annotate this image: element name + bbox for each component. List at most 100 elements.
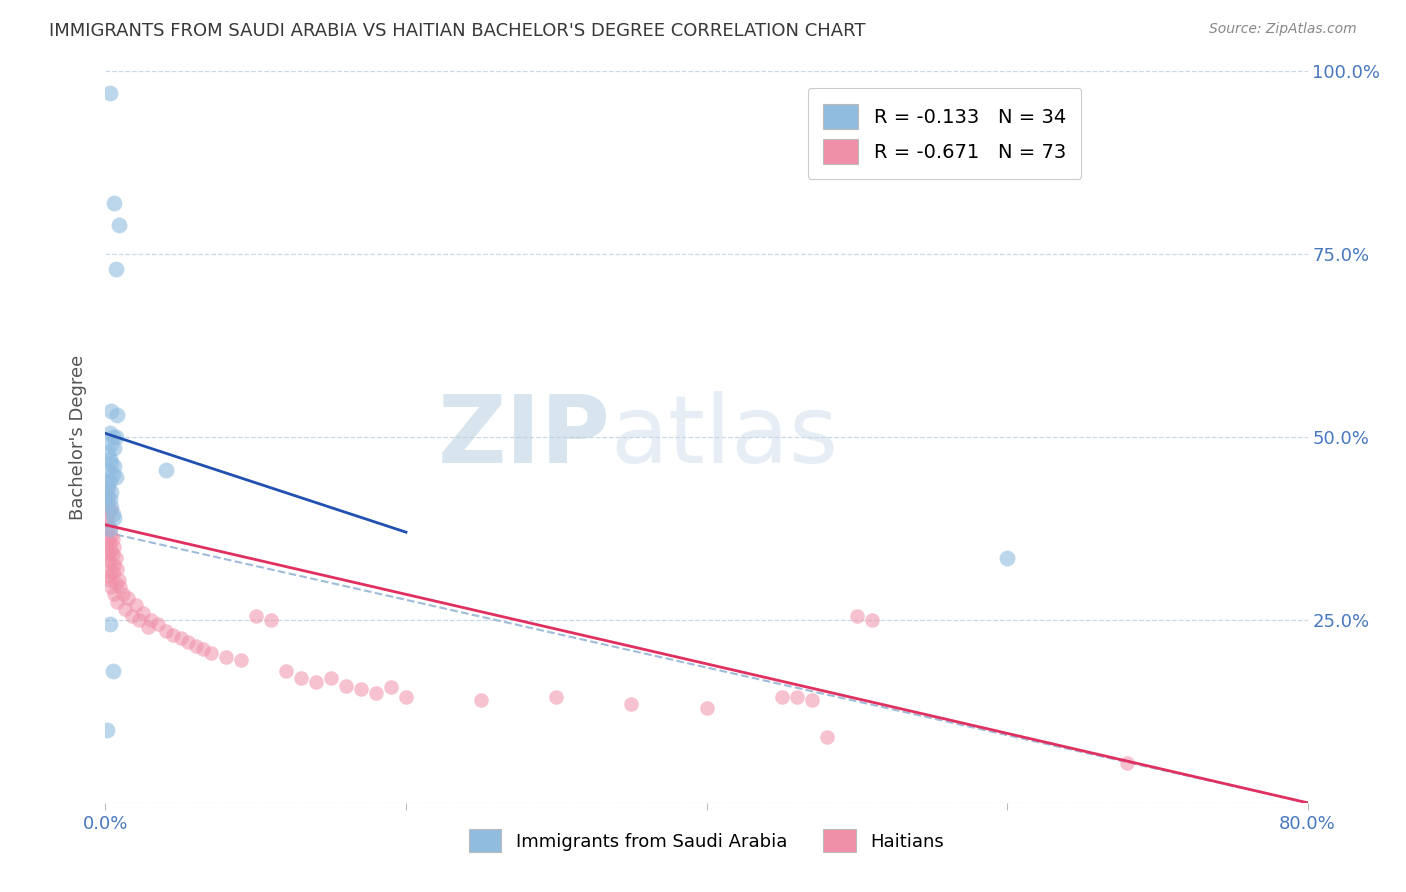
Point — [214, 649, 236, 664]
Point — [96, 723, 118, 737]
Point — [162, 627, 184, 641]
Point — [128, 613, 150, 627]
Point — [114, 602, 136, 616]
Point — [96, 510, 118, 524]
Point — [101, 664, 124, 678]
Point — [696, 700, 718, 714]
Point — [103, 459, 125, 474]
Point — [98, 426, 121, 441]
Point — [104, 261, 127, 276]
Point — [107, 562, 129, 576]
Point — [245, 609, 267, 624]
Point — [98, 452, 121, 467]
Point — [620, 697, 643, 711]
Point — [117, 591, 139, 605]
Point — [97, 492, 120, 507]
Point — [104, 430, 127, 444]
Point — [177, 635, 200, 649]
Point — [96, 554, 118, 568]
Point — [191, 642, 214, 657]
Point — [335, 679, 357, 693]
Point — [96, 481, 118, 495]
Point — [103, 587, 125, 601]
Point — [101, 430, 124, 444]
Point — [104, 576, 127, 591]
Point — [100, 500, 122, 514]
Point — [290, 672, 312, 686]
Point — [103, 441, 125, 455]
Point — [98, 616, 121, 631]
Point — [98, 536, 121, 550]
Point — [98, 521, 121, 535]
Point — [98, 573, 121, 587]
Point — [96, 540, 118, 554]
Point — [395, 690, 418, 704]
Point — [155, 463, 177, 477]
Point — [100, 456, 122, 470]
Point — [97, 514, 120, 528]
Point — [305, 675, 328, 690]
Point — [100, 485, 122, 500]
Point — [1116, 756, 1139, 770]
Point — [103, 510, 125, 524]
Point — [97, 533, 120, 547]
Point — [786, 690, 808, 704]
Point — [800, 693, 823, 707]
Point — [97, 569, 120, 583]
Point — [96, 496, 118, 510]
Point — [770, 690, 793, 704]
Point — [815, 730, 838, 744]
Point — [103, 540, 125, 554]
Point — [97, 444, 120, 458]
Point — [97, 463, 120, 477]
Point — [260, 613, 283, 627]
Point — [155, 624, 177, 638]
Point — [146, 616, 169, 631]
Point — [546, 690, 568, 704]
Point — [229, 653, 252, 667]
Point — [200, 646, 222, 660]
Point — [169, 632, 191, 646]
Point — [103, 558, 125, 573]
Point — [108, 218, 131, 232]
Point — [380, 680, 402, 694]
Point — [139, 613, 162, 627]
Point — [98, 521, 121, 535]
Point — [101, 507, 124, 521]
Point — [98, 554, 121, 568]
Text: Source: ZipAtlas.com: Source: ZipAtlas.com — [1209, 22, 1357, 37]
Y-axis label: Bachelor's Degree: Bachelor's Degree — [69, 354, 87, 520]
Point — [100, 566, 122, 580]
Point — [104, 550, 127, 565]
Point — [100, 580, 122, 594]
Text: atlas: atlas — [610, 391, 838, 483]
Point — [319, 672, 342, 686]
Point — [350, 682, 373, 697]
Point — [97, 474, 120, 488]
Point — [100, 503, 122, 517]
Point — [274, 664, 297, 678]
Point — [132, 606, 155, 620]
Point — [845, 609, 868, 624]
Point — [97, 547, 120, 561]
Point — [98, 503, 121, 517]
Point — [104, 470, 127, 484]
Point — [97, 481, 120, 495]
Point — [121, 609, 143, 624]
Point — [96, 489, 118, 503]
Point — [124, 599, 146, 613]
Point — [103, 196, 125, 211]
Point — [470, 693, 492, 707]
Point — [107, 594, 129, 608]
Point — [98, 492, 121, 507]
Point — [100, 529, 122, 543]
Point — [101, 533, 124, 547]
Point — [995, 550, 1018, 565]
Point — [100, 437, 122, 451]
Point — [136, 620, 159, 634]
Point — [108, 573, 131, 587]
Point — [96, 521, 118, 535]
Point — [112, 587, 135, 601]
Point — [101, 566, 124, 580]
Text: ZIP: ZIP — [437, 391, 610, 483]
